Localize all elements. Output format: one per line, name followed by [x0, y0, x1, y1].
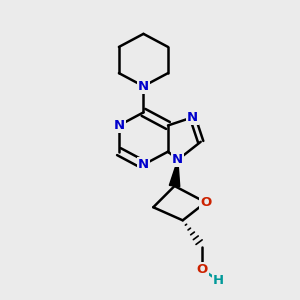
Text: O: O [200, 196, 211, 209]
Text: N: N [138, 158, 149, 171]
Text: H: H [213, 274, 224, 287]
Text: N: N [113, 119, 124, 132]
Text: N: N [138, 80, 149, 93]
Polygon shape [169, 160, 180, 187]
Text: N: N [187, 111, 198, 124]
Text: N: N [172, 153, 183, 166]
Text: O: O [197, 263, 208, 276]
